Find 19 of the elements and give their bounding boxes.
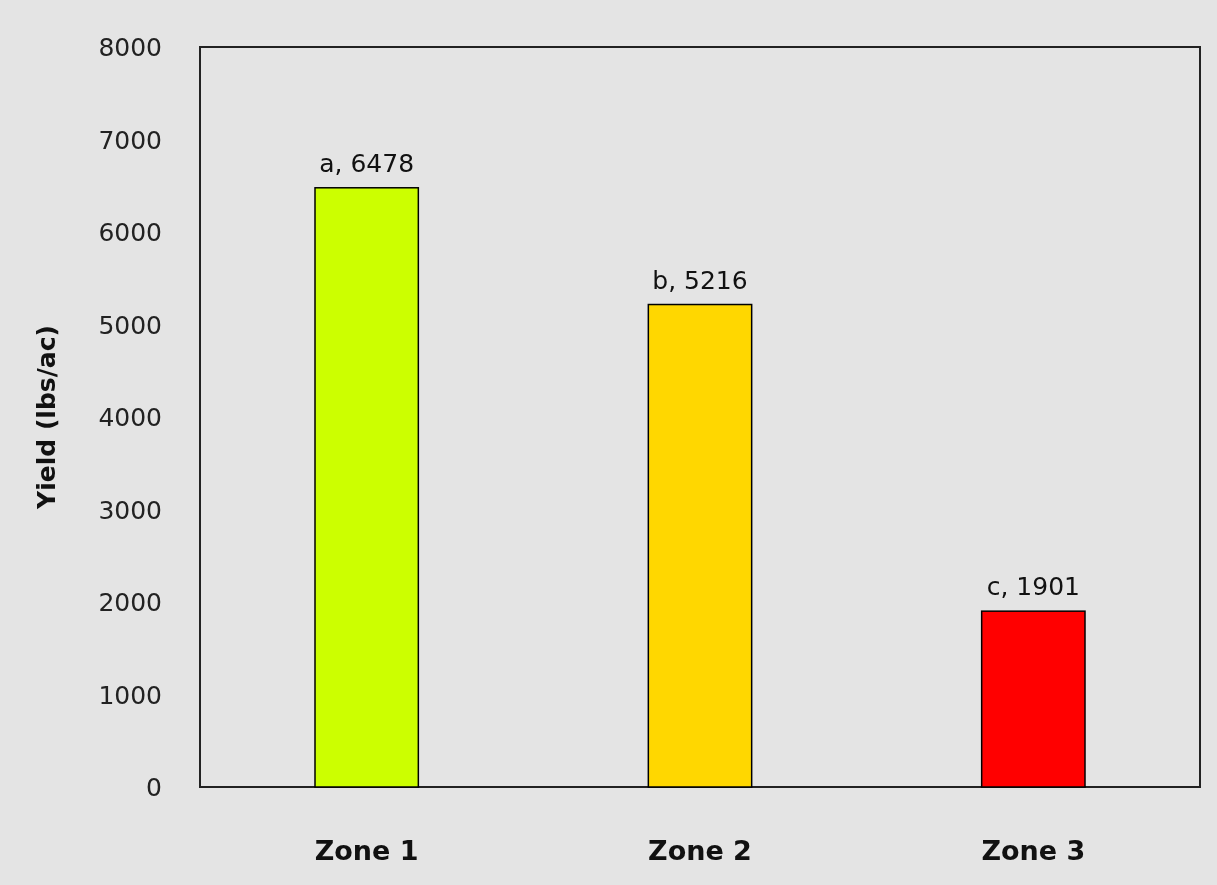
data-label: a, 6478 (319, 148, 415, 178)
x-tick-label: Zone 3 (981, 835, 1086, 866)
y-tick-label: 4000 (98, 403, 162, 432)
x-tick-label: Zone 1 (314, 835, 419, 866)
bar (647, 303, 753, 788)
y-tick-label: 3000 (98, 495, 162, 525)
y-tick-label: 6000 (98, 218, 162, 247)
bar (980, 610, 1086, 788)
x-tick-label: Zone 2 (648, 835, 752, 866)
y-tick-label: 2000 (98, 588, 162, 617)
y-tick-label: 8000 (98, 33, 162, 62)
data-label: b, 5216 (652, 265, 748, 295)
y-tick-label: 7000 (98, 125, 162, 155)
y-tick-label: 5000 (98, 310, 162, 340)
y-tick-label: 0 (146, 773, 162, 802)
bar (314, 187, 420, 788)
data-label: c, 1901 (986, 572, 1080, 602)
y-tick-label: 1000 (98, 680, 162, 710)
y-axis-title: Yield (lbs/ac) (32, 325, 61, 510)
